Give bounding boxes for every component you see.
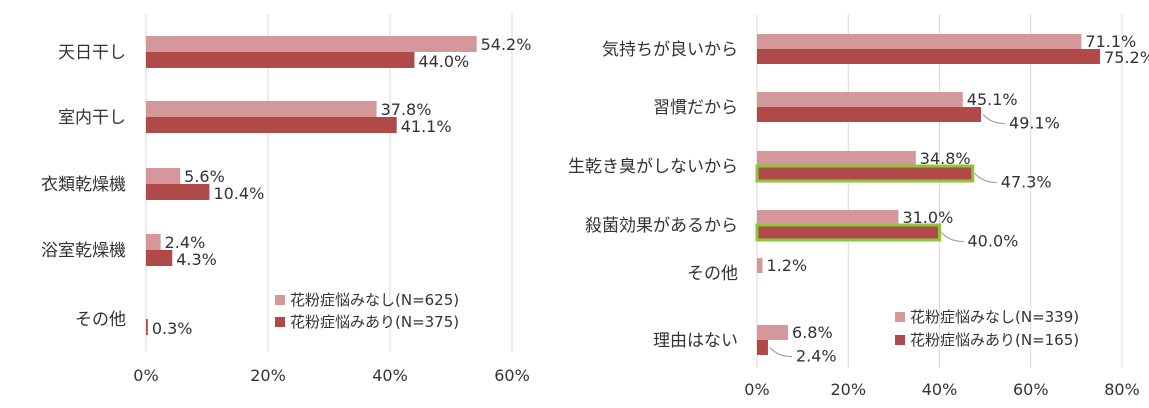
category-label: 天日干し — [58, 43, 126, 63]
x-tick-label: 0% — [133, 366, 158, 385]
data-label: 71.1% — [1085, 32, 1136, 51]
data-label: 54.2% — [481, 35, 532, 54]
bar — [757, 258, 763, 273]
category-label: 気持ちが良いから — [602, 40, 738, 60]
data-label: 40.0% — [968, 232, 1019, 251]
category-label: その他 — [687, 264, 738, 284]
legend-entry: 花粉症悩みあり(N=165) — [910, 331, 1079, 349]
legend-swatch — [895, 312, 905, 322]
category-label: 室内干し — [58, 108, 126, 128]
data-label: 75.2% — [1104, 48, 1149, 67]
data-label: 47.3% — [1001, 173, 1052, 192]
data-label: 10.4% — [213, 184, 264, 203]
category-label: 理由はない — [653, 331, 738, 351]
legend-entry: 花粉症悩みなし(N=625) — [290, 291, 459, 309]
x-tick-label: 40% — [372, 366, 408, 385]
data-label: 4.3% — [176, 250, 217, 269]
leader-line — [941, 232, 964, 242]
category-label: 生乾き臭がしないから — [568, 157, 738, 177]
data-label: 2.4% — [165, 233, 206, 252]
data-label: 41.1% — [401, 117, 452, 136]
data-label: 31.0% — [902, 208, 953, 227]
x-tick-label: 40% — [922, 380, 958, 399]
category-label: 殺菌効果があるから — [585, 216, 738, 236]
bar — [755, 164, 975, 183]
bar — [146, 168, 181, 184]
bar — [757, 107, 982, 122]
bar — [755, 223, 941, 242]
legend-entry: 花粉症悩みなし(N=339) — [910, 308, 1079, 326]
bar — [757, 92, 963, 107]
data-label: 0.3% — [152, 319, 193, 338]
category-label: 浴室乾燥機 — [41, 241, 126, 261]
bar — [146, 117, 397, 133]
bar — [146, 250, 173, 266]
leader-line — [982, 114, 1006, 124]
bar — [757, 34, 1082, 49]
data-label: 5.6% — [184, 167, 225, 186]
leader-line — [769, 347, 792, 357]
bar — [757, 210, 899, 225]
data-label: 2.4% — [796, 347, 837, 366]
data-label: 6.8% — [792, 323, 833, 342]
data-label: 1.2% — [766, 256, 807, 275]
x-tick-label: 20% — [830, 380, 866, 399]
x-tick-label: 20% — [250, 366, 286, 385]
data-label: 45.1% — [967, 90, 1018, 109]
bar — [757, 49, 1101, 64]
x-tick-label: 80% — [1104, 380, 1140, 399]
data-label: 49.1% — [1009, 114, 1060, 133]
category-label: 習慣だから — [653, 98, 738, 118]
legend-swatch — [275, 317, 285, 327]
data-label: 37.8% — [381, 100, 432, 119]
leader-line — [974, 173, 997, 183]
category-label: 衣類乾燥機 — [41, 175, 126, 195]
x-tick-label: 0% — [744, 380, 769, 399]
legend-swatch — [275, 295, 285, 305]
bar — [146, 184, 210, 200]
bar — [146, 101, 377, 117]
bar — [146, 36, 477, 52]
legend-swatch — [895, 335, 905, 345]
bar — [757, 340, 768, 355]
category-label: その他 — [75, 310, 126, 330]
chart-reason-sun-drying: 0% 20% 40% 60% 80% 気持ちが良いから習慣だから生乾き臭がしないから殺菌効… — [568, 14, 1149, 399]
data-label: 34.8% — [920, 149, 971, 168]
data-label: 44.0% — [418, 52, 469, 71]
legend-entry: 花粉症悩みあり(N=375) — [290, 313, 459, 331]
bar — [757, 151, 916, 166]
bar — [146, 52, 415, 68]
bar — [757, 325, 789, 340]
x-tick-label: 60% — [1013, 380, 1049, 399]
bar — [146, 234, 161, 250]
bar — [146, 319, 148, 335]
x-tick-label: 60% — [494, 366, 530, 385]
